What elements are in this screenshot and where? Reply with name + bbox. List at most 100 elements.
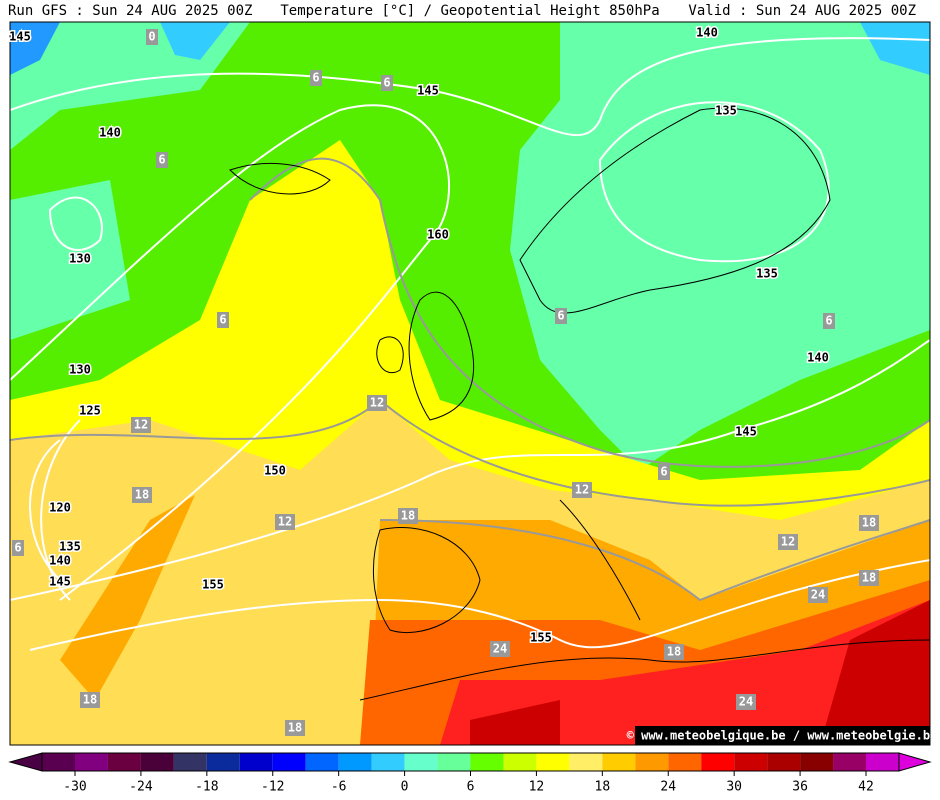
- header-run: Run GFS : Sun 24 AUG 2025 00Z: [8, 3, 252, 19]
- temp-label: 12: [370, 396, 384, 410]
- colorbar-box: [767, 753, 801, 771]
- temp-label: 0: [148, 30, 155, 44]
- colorbar-tick-label: 24: [660, 780, 676, 795]
- temp-region: [860, 22, 930, 75]
- colorbar-box: [635, 753, 669, 771]
- colorbar-tick-label: -24: [129, 780, 153, 795]
- colorbar-tick-label: 0: [401, 780, 409, 795]
- temp-label-bg: [572, 482, 592, 498]
- colorbar-end: [898, 752, 932, 772]
- watermark-bg: [635, 726, 930, 745]
- temp-region: [160, 22, 230, 60]
- temp-label-bg: [381, 75, 393, 91]
- temp-label: 12: [781, 535, 795, 549]
- height-label: 150: [264, 464, 286, 478]
- height-label: 155: [202, 578, 224, 592]
- colorbar-tick-label: -6: [331, 780, 347, 795]
- temp-label-bg: [823, 313, 835, 329]
- temp-region: [470, 700, 560, 745]
- colorbar-end: [8, 752, 43, 772]
- height-label: 140: [807, 351, 829, 365]
- height-contours: [10, 37, 930, 651]
- colorbar-box: [371, 753, 405, 771]
- colorbar-tick-label: 6: [467, 780, 475, 795]
- height-label: 145: [9, 30, 31, 44]
- height-label: 155: [530, 631, 552, 645]
- temp-region: [10, 180, 130, 340]
- colorbar-box: [437, 753, 471, 771]
- temp-label: 18: [83, 693, 97, 707]
- temp-label-bg: [146, 29, 158, 45]
- temp-label: 18: [667, 645, 681, 659]
- temp-region: [10, 22, 60, 75]
- temp-label: 6: [557, 309, 564, 323]
- height-label: 135: [59, 540, 81, 554]
- temp-region: [60, 495, 195, 700]
- temp-label-bg: [778, 534, 798, 550]
- temp-label: 24: [811, 588, 825, 602]
- temp-region: [820, 600, 930, 745]
- colorbar-box: [206, 753, 240, 771]
- colorbar-tick-label: 12: [529, 780, 545, 795]
- height-label: 145: [49, 575, 71, 589]
- colorbar-box: [140, 753, 174, 771]
- temp-label-bg: [859, 515, 879, 531]
- temp-label: 6: [383, 76, 390, 90]
- temp-label: 12: [278, 515, 292, 529]
- colorbar-box: [866, 753, 899, 771]
- temp-label: 6: [14, 541, 21, 555]
- temp-label: 6: [158, 153, 165, 167]
- temp-label-bg: [664, 644, 684, 660]
- temp-label-bg: [285, 720, 305, 736]
- height-label: 145: [735, 425, 757, 439]
- colorbar-box: [833, 753, 866, 771]
- colorbar-box: [107, 753, 141, 771]
- height-label: 135: [756, 267, 778, 281]
- colorbar-box: [42, 753, 75, 771]
- colorbar-box: [338, 753, 372, 771]
- temp-label-bg: [80, 692, 100, 708]
- colorbar-box: [668, 753, 702, 771]
- temp-label-bg: [275, 514, 295, 530]
- temp-region: [510, 22, 930, 470]
- temp-label-bg: [736, 694, 756, 710]
- temp-label: 6: [219, 313, 226, 327]
- colorbar-box: [75, 753, 108, 771]
- height-label: 140: [49, 554, 71, 568]
- colorbar-tick-label: -30: [63, 780, 86, 795]
- colorbar-box: [569, 753, 603, 771]
- colorbar-tick-label: 18: [595, 780, 611, 795]
- height-label: 120: [49, 501, 71, 515]
- height-label: 145: [417, 84, 439, 98]
- colorbar-box: [470, 753, 504, 771]
- map-frame: [9, 21, 931, 746]
- temp-label: 18: [288, 721, 302, 735]
- temp-label: 12: [575, 483, 589, 497]
- temp-label: 6: [312, 71, 319, 85]
- colorbar-box: [173, 753, 207, 771]
- height-label: 130: [69, 363, 91, 377]
- header-valid: Valid : Sun 24 AUG 2025 00Z: [688, 3, 916, 19]
- colorbar-tick-label: -18: [195, 780, 218, 795]
- temp-label-bg: [555, 308, 567, 324]
- temp-label: 6: [660, 465, 667, 479]
- temp-label-bg: [490, 641, 510, 657]
- temp-label: 18: [862, 571, 876, 585]
- temp-label: 18: [135, 488, 149, 502]
- colorbar: -30 -24 -18 -12 -6 0 6 12 18 24 30 36 42: [8, 752, 932, 795]
- temp-label: 18: [862, 516, 876, 530]
- temp-label-bg: [658, 464, 670, 480]
- height-label: 130: [69, 252, 91, 266]
- colorbar-box: [734, 753, 768, 771]
- colorbar-box: [536, 753, 570, 771]
- header-title: Temperature [°C] / Geopotential Height 8…: [280, 3, 659, 19]
- temp-label-bg: [398, 508, 418, 524]
- temp-label-bg: [12, 540, 24, 556]
- temp-region: [440, 600, 930, 745]
- temp-label-bg: [859, 570, 879, 586]
- temp-label: 24: [493, 642, 507, 656]
- temp-label-bg: [217, 312, 229, 328]
- temp-label: 24: [739, 695, 753, 709]
- watermark: © www.meteobelgique.be / www.meteobelgie…: [627, 729, 938, 743]
